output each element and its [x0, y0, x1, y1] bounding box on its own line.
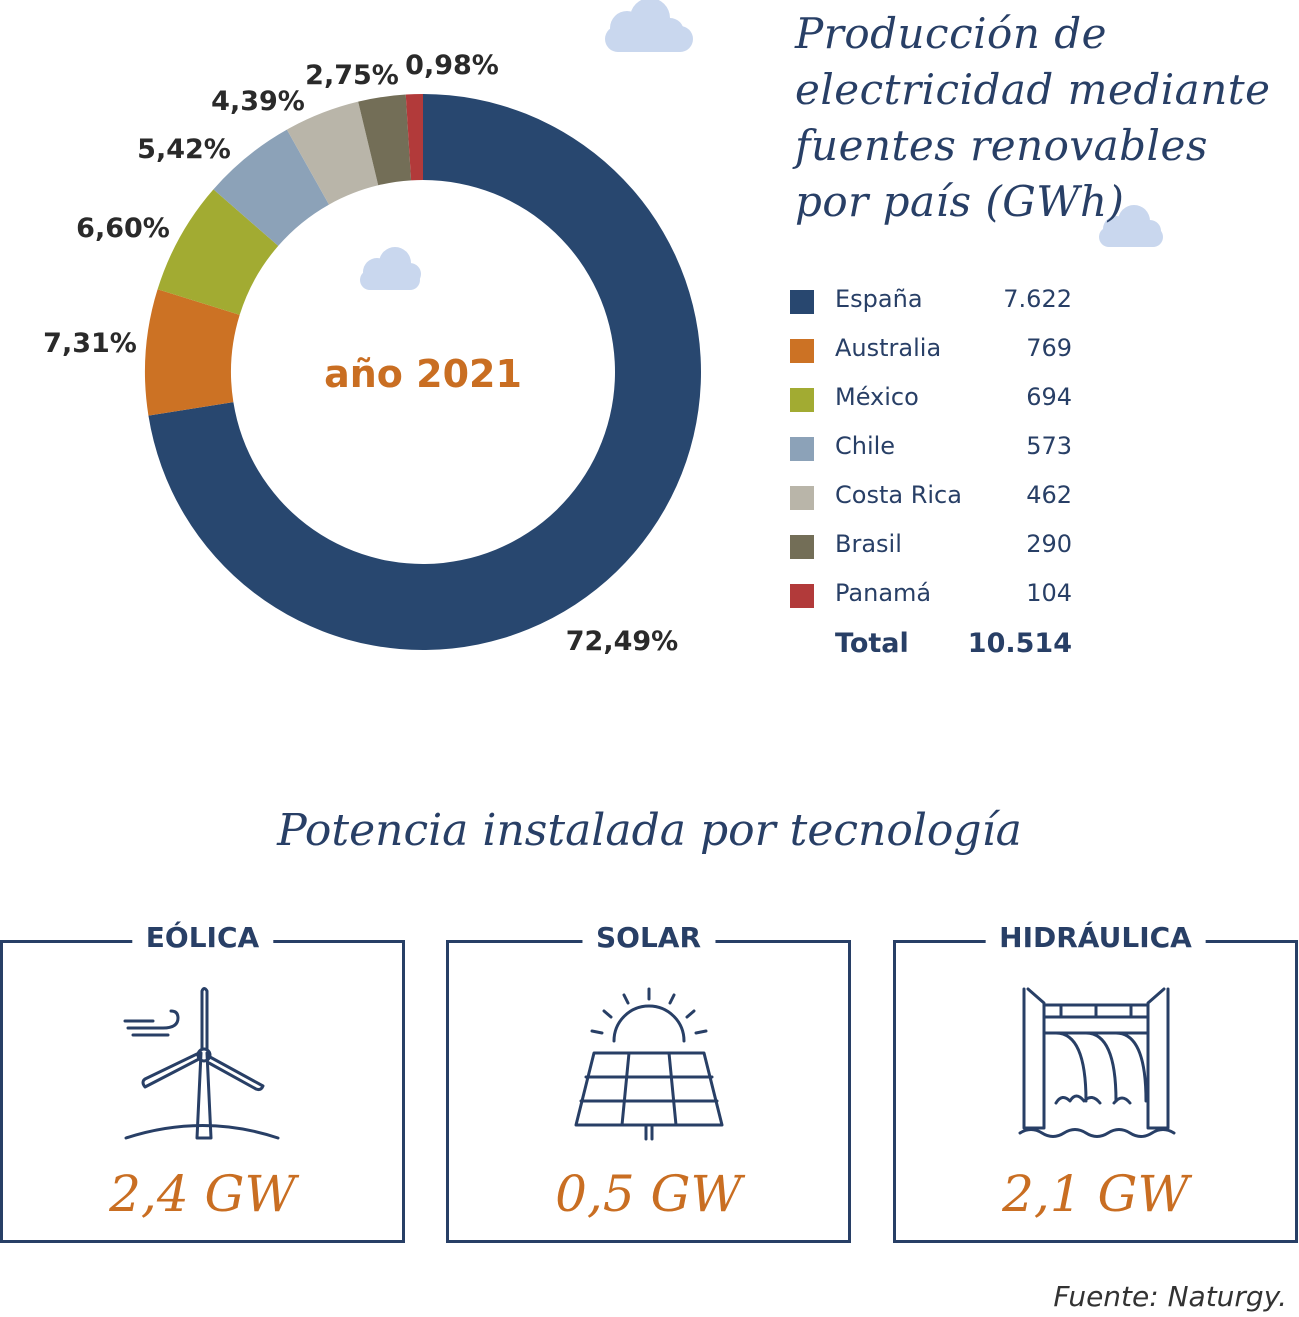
tech-label: EÓLICA: [131, 921, 274, 954]
percent-label: 6,60%: [76, 213, 170, 244]
legend-row-espana: España 7.622: [790, 285, 1080, 334]
legend-swatch: [790, 437, 814, 461]
tech-value: 2,4 GW: [109, 1165, 296, 1223]
legend-value: 694: [1026, 383, 1072, 411]
legend-row-australia: Australia 769: [790, 334, 1080, 383]
legend-name: Panamá: [835, 579, 932, 607]
percent-label: 5,42%: [137, 134, 231, 165]
percent-label: 2,75%: [305, 60, 399, 91]
donut-slice-panamá: [405, 94, 423, 181]
hydro-dam-icon: [1018, 987, 1175, 1138]
donut-slice-méxico: [157, 189, 279, 315]
donut-slice-españa: [148, 94, 701, 650]
legend-value: 7.622: [1003, 285, 1072, 313]
donut-slices: [145, 94, 701, 650]
legend-swatch: [790, 290, 814, 314]
legend-row-mexico: México 694: [790, 383, 1080, 432]
legend-swatch: [790, 486, 814, 510]
cloud-icon: [1099, 205, 1163, 247]
solar-panel-icon: [574, 987, 723, 1141]
legend-swatch: [790, 584, 814, 608]
percent-label: 72,49%: [566, 626, 678, 657]
tech-card-solar: SOLAR 0,5 GW: [446, 921, 851, 1243]
legend-value: 290: [1026, 530, 1072, 558]
legend-swatch: [790, 535, 814, 559]
donut-center-label: año 2021: [324, 352, 522, 396]
legend-name: México: [835, 383, 919, 411]
tech-label: HIDRÁULICA: [985, 921, 1206, 954]
tech-label: SOLAR: [581, 921, 716, 954]
legend-value: 573: [1026, 432, 1072, 460]
legend-total-value: 10.514: [967, 628, 1072, 659]
legend-swatch: [790, 339, 814, 363]
donut-slice-chile: [213, 129, 330, 246]
legend-name: Australia: [835, 334, 942, 362]
legend-name: España: [835, 285, 923, 313]
legend-row-panama: Panamá 104: [790, 579, 1080, 628]
tech-card-eolica: EÓLICA 2,4 GW: [0, 921, 405, 1243]
tech-value: 0,5 GW: [555, 1165, 742, 1223]
chart-title: Producción de electricidad mediante fuen…: [795, 9, 1271, 226]
donut-percent-labels: 72,49% 7,31% 6,60% 5,42% 4,39%2,75% 0,98%: [43, 50, 678, 657]
legend-total-row: Total 10.514: [790, 628, 1080, 677]
legend-row-brasil: Brasil 290: [790, 530, 1080, 579]
donut-slice-australia: [145, 289, 240, 416]
donut-slice-costa-rica: [286, 101, 379, 205]
legend-row-costa-rica: Costa Rica 462: [790, 481, 1080, 530]
legend-total-label: Total: [835, 628, 909, 659]
legend-swatch: [790, 388, 814, 412]
donut-chart: 72,49% 7,31% 6,60% 5,42% 4,39%2,75% 0,98% año…: [43, 0, 701, 657]
donut-slice-brasil: [358, 94, 412, 186]
cloud-icon: [360, 247, 421, 290]
legend-name: Brasil: [835, 530, 902, 558]
source-note: Fuente: Naturgy.: [1053, 1280, 1287, 1313]
legend: España 7.622 Australia 769 México 694 Ch…: [790, 285, 1080, 677]
legend-value: 104: [1026, 579, 1072, 607]
wind-turbine-icon: [123, 987, 279, 1140]
percent-label: 0,98%: [405, 50, 499, 81]
legend-value: 462: [1026, 481, 1072, 509]
percent-label: 7,31%: [43, 328, 137, 359]
legend-name: Chile: [835, 432, 896, 460]
tech-value: 2,1 GW: [1002, 1165, 1189, 1223]
cloud-icon: [605, 0, 693, 52]
percent-label: 4,39%: [211, 86, 305, 117]
tech-card-hidraulica: HIDRÁULICA 2,1 GW: [893, 921, 1298, 1243]
legend-name: Costa Rica: [835, 481, 962, 509]
legend-row-chile: Chile 573: [790, 432, 1080, 481]
section-title: Potencia instalada por tecnología: [277, 805, 1022, 856]
legend-value: 769: [1026, 334, 1072, 362]
